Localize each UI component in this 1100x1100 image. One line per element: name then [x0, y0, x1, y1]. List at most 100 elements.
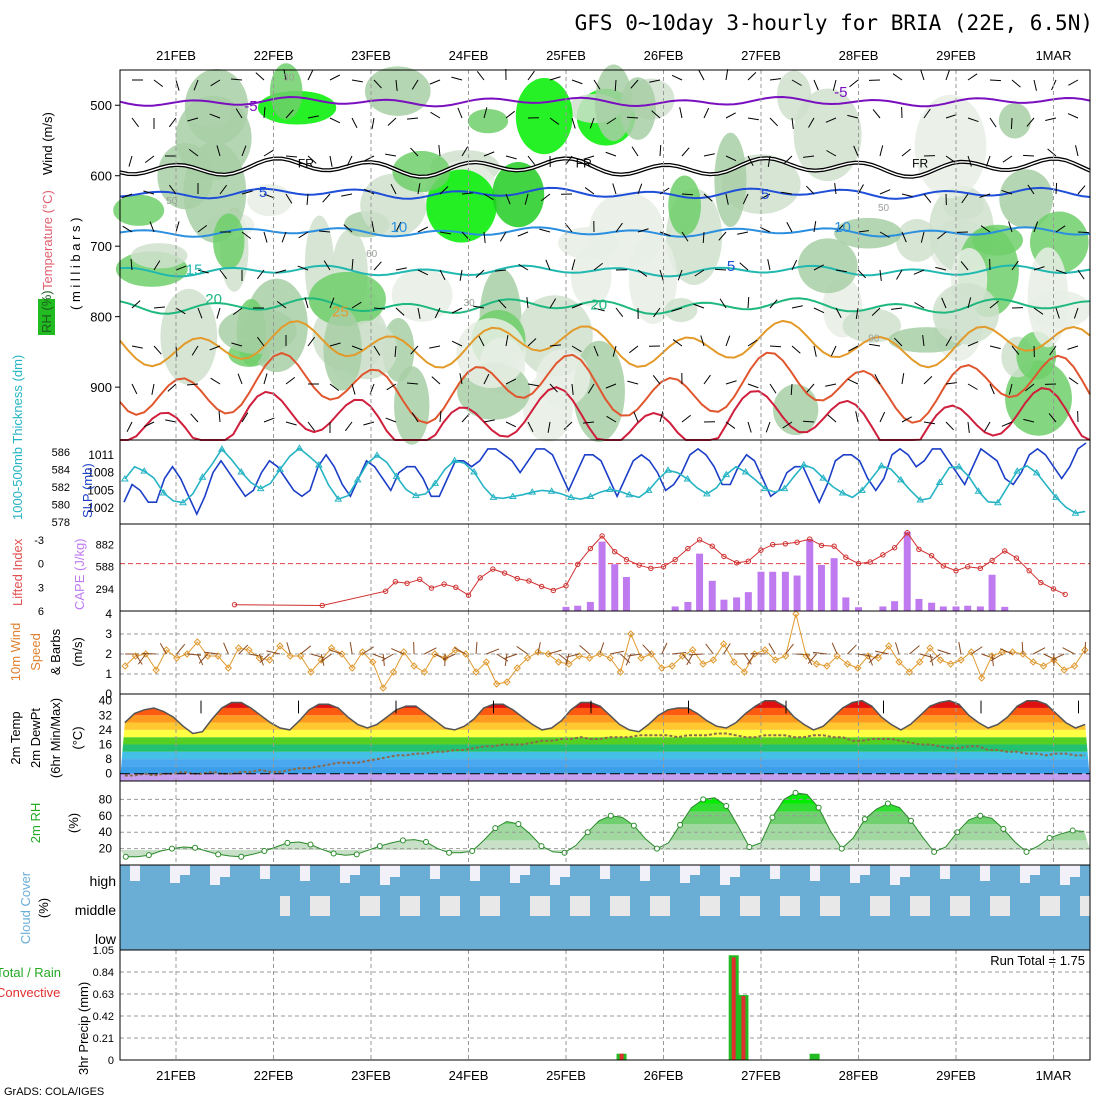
- cloud-gap-middle: [1050, 896, 1060, 916]
- wind-speed-marker: [152, 666, 160, 674]
- contour-label: 15: [186, 261, 203, 278]
- cloud-gap-middle: [1040, 896, 1050, 916]
- thickness-marker: [179, 498, 187, 506]
- cloud-gap-middle: [660, 896, 670, 916]
- temp-band: [120, 722, 1090, 730]
- wind-barb: [747, 155, 754, 166]
- rh-shading: [113, 194, 165, 226]
- wind-barb: [263, 106, 266, 119]
- wind-speed-marker: [719, 640, 728, 648]
- cape-ylabel2: CAPE (J/kg): [72, 538, 87, 610]
- wind-barb: [958, 642, 962, 655]
- wind-barb: [1067, 113, 1079, 119]
- cape-tick-label: 882: [96, 539, 114, 551]
- rh-shading: [797, 238, 858, 294]
- wind-barb: [186, 383, 199, 386]
- wind-speed-marker: [317, 656, 325, 664]
- wind-barb: [549, 298, 557, 309]
- rh-shading: [842, 308, 901, 343]
- wind-barb: [505, 335, 509, 347]
- wind-barb: [945, 155, 956, 163]
- lifted-index-point: [501, 570, 508, 576]
- rh-marker: [330, 850, 337, 857]
- cloud-gap-high: [730, 865, 740, 877]
- lifted-index-point: [623, 556, 630, 563]
- wind-barb: [1045, 117, 1057, 121]
- contour-label: FR: [912, 156, 928, 170]
- wind-speed-marker: [637, 654, 645, 662]
- wind-barb: [853, 145, 859, 157]
- wind-barb: [961, 193, 969, 204]
- cloud-gap-high: [850, 865, 860, 883]
- dewpoint-line: [124, 732, 1086, 777]
- wind-barb: [143, 421, 155, 428]
- cloud-gap-middle: [750, 896, 760, 916]
- wind-barb: [671, 74, 683, 81]
- wind-speed-marker: [183, 650, 191, 658]
- wind-barb: [256, 269, 265, 280]
- wind-barb: [153, 260, 161, 271]
- rh-shading: [456, 318, 526, 388]
- contour-label: 90: [868, 333, 880, 344]
- wind-speed-marker: [276, 642, 284, 650]
- wind-barb: [985, 155, 991, 167]
- wind-speed-marker: [255, 654, 264, 662]
- lifted-index-point: [231, 601, 238, 608]
- lifted-index-point: [1026, 567, 1032, 574]
- cape-bar: [781, 571, 789, 611]
- wind-speed-marker: [730, 658, 738, 666]
- precip-convective-bar: [619, 1053, 624, 1060]
- wind-barb: [153, 345, 162, 355]
- rh-shading: [130, 243, 188, 269]
- wind-barb: [238, 644, 249, 655]
- lifted-index-point: [319, 602, 325, 609]
- date-tick-top: 26FEB: [644, 48, 684, 63]
- wind-speed-marker: [823, 662, 831, 670]
- rh-shading: [714, 132, 747, 228]
- wind-barb: [483, 373, 490, 385]
- lifted-index-point: [977, 565, 984, 572]
- wind-barb: [483, 107, 488, 119]
- wind-barb: [791, 117, 794, 129]
- contour-label: 50: [166, 196, 178, 207]
- wind-barb: [373, 307, 386, 310]
- wind-speed-marker: [585, 654, 594, 662]
- wind-barb: [1011, 79, 1021, 88]
- slp-label: SLP (mb): [80, 463, 95, 518]
- wind-barb: [909, 645, 920, 655]
- wind-speed-marker: [596, 650, 604, 658]
- wind-speed-marker: [234, 644, 243, 652]
- millibars-label: ( m i l l i b a r s ): [68, 218, 83, 310]
- contour-label: 5: [761, 186, 769, 203]
- wind-speed-marker: [193, 638, 202, 646]
- wind-barb: [1077, 231, 1090, 234]
- thickness-marker: [896, 475, 905, 483]
- wind-barb: [549, 117, 560, 125]
- wind-barb: [857, 269, 867, 279]
- run-total-label: Run Total = 1.75: [990, 953, 1085, 968]
- cape-bar: [830, 558, 838, 611]
- cloud-gap-middle: [580, 896, 590, 916]
- wind-barb: [791, 259, 798, 271]
- rh-shading: [308, 271, 386, 327]
- date-tick-top: 21FEB: [156, 48, 196, 63]
- cloud-gap-middle: [450, 896, 460, 916]
- wind-barb: [593, 307, 605, 312]
- thickness-marker: [955, 462, 963, 470]
- thickness-marker: [586, 492, 595, 500]
- wind-speed-marker: [204, 652, 212, 660]
- contour-label: 25: [332, 304, 349, 321]
- precip-tick-label: 0.42: [93, 1011, 114, 1023]
- cape-tick-label: 588: [96, 562, 114, 574]
- wind-barb: [891, 307, 903, 310]
- wind-speed-marker: [554, 658, 563, 666]
- thickness-marker: [237, 467, 246, 475]
- cloud-gap-middle: [820, 896, 830, 916]
- wind-speed-marker: [389, 668, 398, 676]
- temp-band: [120, 715, 1090, 723]
- cape-bar: [574, 605, 582, 611]
- rh-marker: [700, 796, 707, 803]
- wind-barb: [386, 383, 397, 391]
- wind-barb: [682, 653, 692, 665]
